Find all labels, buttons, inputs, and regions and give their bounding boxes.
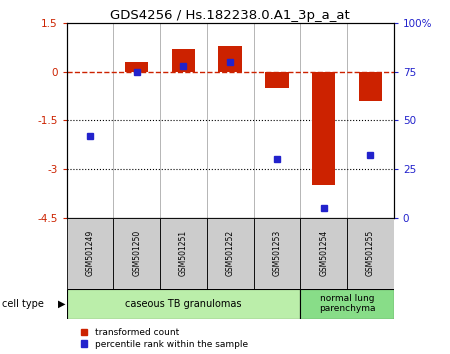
Bar xyxy=(265,72,288,88)
Text: GSM501252: GSM501252 xyxy=(225,230,235,276)
Bar xyxy=(172,49,195,72)
Title: GDS4256 / Hs.182238.0.A1_3p_a_at: GDS4256 / Hs.182238.0.A1_3p_a_at xyxy=(110,9,350,22)
Bar xyxy=(300,289,394,319)
Text: ▶: ▶ xyxy=(58,298,65,309)
Text: normal lung
parenchyma: normal lung parenchyma xyxy=(319,294,375,313)
Bar xyxy=(125,62,148,72)
Bar xyxy=(160,218,207,289)
Text: GSM501255: GSM501255 xyxy=(366,230,375,276)
Text: GSM501251: GSM501251 xyxy=(179,230,188,276)
Bar xyxy=(312,72,335,185)
Text: GSM501254: GSM501254 xyxy=(319,230,328,276)
Bar xyxy=(300,218,347,289)
Bar xyxy=(67,289,300,319)
Text: GSM501249: GSM501249 xyxy=(86,230,94,276)
Text: GSM501253: GSM501253 xyxy=(272,230,281,276)
Bar xyxy=(253,218,300,289)
Bar xyxy=(113,218,160,289)
Text: caseous TB granulomas: caseous TB granulomas xyxy=(125,298,242,309)
Legend: transformed count, percentile rank within the sample: transformed count, percentile rank withi… xyxy=(80,327,248,349)
Text: GSM501250: GSM501250 xyxy=(132,230,141,276)
Text: cell type: cell type xyxy=(2,298,44,309)
Bar xyxy=(67,218,113,289)
Bar xyxy=(359,72,382,101)
Bar xyxy=(207,218,253,289)
Bar xyxy=(347,218,394,289)
Bar xyxy=(219,46,242,72)
